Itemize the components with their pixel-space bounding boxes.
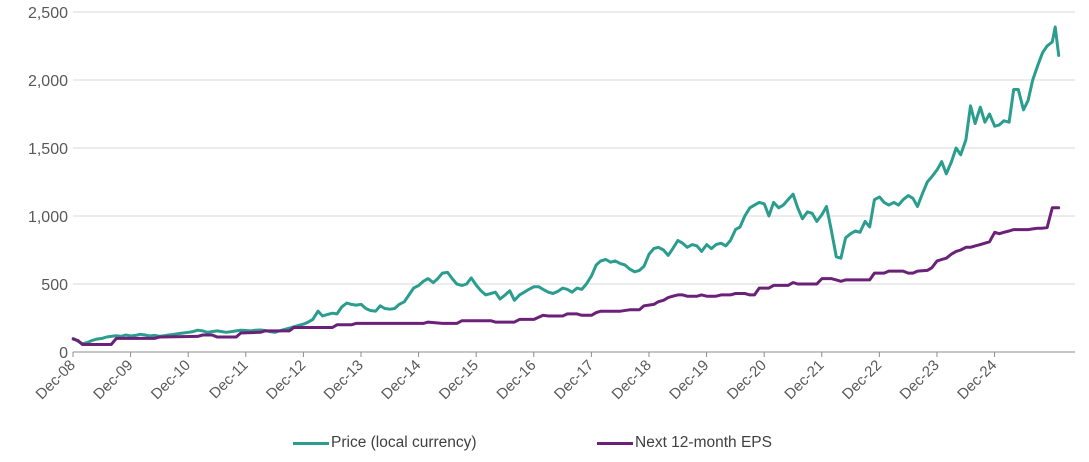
x-tick-label: Dec-22 bbox=[839, 357, 885, 403]
x-tick-label: Dec-14 bbox=[378, 357, 424, 403]
x-tick-label: Dec-19 bbox=[666, 357, 712, 403]
y-tick-label: 1,500 bbox=[28, 141, 68, 158]
x-tick-label: Dec-24 bbox=[954, 357, 1000, 403]
x-tick-label: Dec-13 bbox=[321, 357, 367, 403]
x-tick-label: Dec-08 bbox=[33, 357, 79, 403]
chart-legend: Price (local currency) Next 12-month EPS bbox=[0, 434, 1089, 456]
line-chart: 0 500 1,000 1,500 2,000 2,500 Dec-08 Dec-09 Dec-… bbox=[28, 5, 1075, 403]
x-tick-label: Dec-12 bbox=[263, 357, 309, 403]
y-tick-label: 2,000 bbox=[28, 73, 68, 90]
price-series-line bbox=[71, 25, 1061, 346]
x-tick-label: Dec-15 bbox=[436, 357, 482, 403]
x-tick-label: Dec-21 bbox=[781, 357, 827, 403]
x-tick-label: Dec-10 bbox=[148, 357, 194, 403]
legend-label-eps: Next 12-month EPS bbox=[635, 434, 772, 451]
legend-swatch-eps bbox=[597, 441, 633, 445]
eps-series-line bbox=[71, 206, 1061, 346]
x-tick-label: Dec-20 bbox=[724, 357, 770, 403]
legend-item-eps: Next 12-month EPS bbox=[597, 434, 772, 452]
x-tick-label: Dec-11 bbox=[206, 357, 251, 402]
y-tick-label: 2,500 bbox=[28, 5, 68, 22]
x-tick-label: Dec-09 bbox=[90, 357, 136, 403]
legend-swatch-price bbox=[293, 441, 329, 445]
x-tick-label: Dec-23 bbox=[897, 357, 943, 403]
legend-label-price: Price (local currency) bbox=[331, 434, 477, 451]
y-tick-label: 1,000 bbox=[28, 209, 68, 226]
y-tick-label: 500 bbox=[41, 277, 68, 294]
x-tick-label: Dec-17 bbox=[551, 357, 597, 403]
x-tick-label: Dec-18 bbox=[609, 357, 655, 403]
x-tick-label: Dec-16 bbox=[493, 357, 539, 403]
legend-item-price: Price (local currency) bbox=[293, 434, 477, 452]
y-tick-label: 0 bbox=[59, 345, 68, 362]
